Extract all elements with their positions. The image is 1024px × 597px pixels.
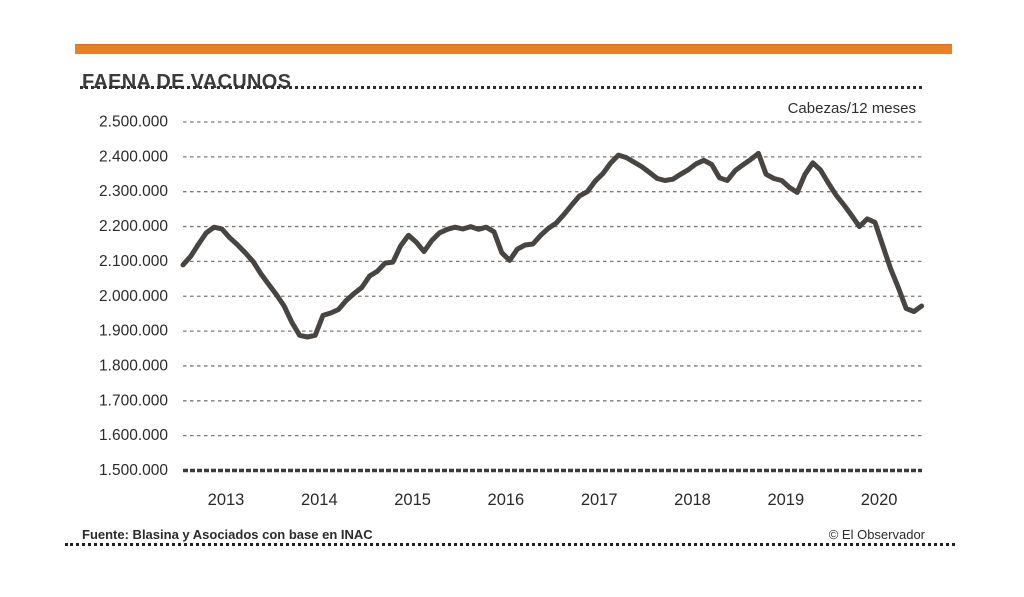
title-dotted-rule [80, 86, 922, 89]
y-axis-tick-label: 1.500.000 [99, 462, 168, 479]
y-axis-tick-label: 2.500.000 [99, 114, 168, 131]
x-axis-tick-label: 2014 [301, 491, 338, 509]
x-axis-tick-label: 2015 [394, 491, 431, 509]
y-axis-tick-label: 1.600.000 [99, 427, 168, 444]
source-note: Fuente: Blasina y Asociados con base en … [82, 527, 373, 542]
y-axis-tick-label: 2.300.000 [99, 183, 168, 200]
x-axis-tick-label: 2016 [488, 491, 525, 509]
x-axis-tick-label: 2020 [861, 491, 898, 509]
accent-bar [75, 44, 952, 54]
data-series-line [180, 150, 925, 340]
units-label: Cabezas/12 meses [787, 100, 916, 117]
y-axis-tick-label: 1.900.000 [99, 323, 168, 340]
line-chart: 2.500.000 2.400.000 2.300.000 2.200.000 2.10… [99, 114, 925, 509]
footer-dotted-rule [65, 543, 955, 546]
credit-note: © El Observador [828, 527, 925, 542]
x-axis-tick-label: 2013 [208, 491, 245, 509]
y-axis-tick-label: 1.800.000 [99, 357, 168, 374]
x-axis-tick-label: 2019 [767, 491, 804, 509]
y-axis-tick-label: 2.100.000 [99, 253, 168, 270]
x-axis-tick-label: 2017 [581, 491, 618, 509]
x-axis-tick-label: 2018 [674, 491, 711, 509]
y-axis-tick-label: 1.700.000 [99, 392, 168, 409]
y-axis-tick-label: 2.400.000 [99, 148, 168, 165]
y-axis-tick-label: 2.000.000 [99, 288, 168, 305]
y-axis-tick-label: 2.200.000 [99, 218, 168, 235]
